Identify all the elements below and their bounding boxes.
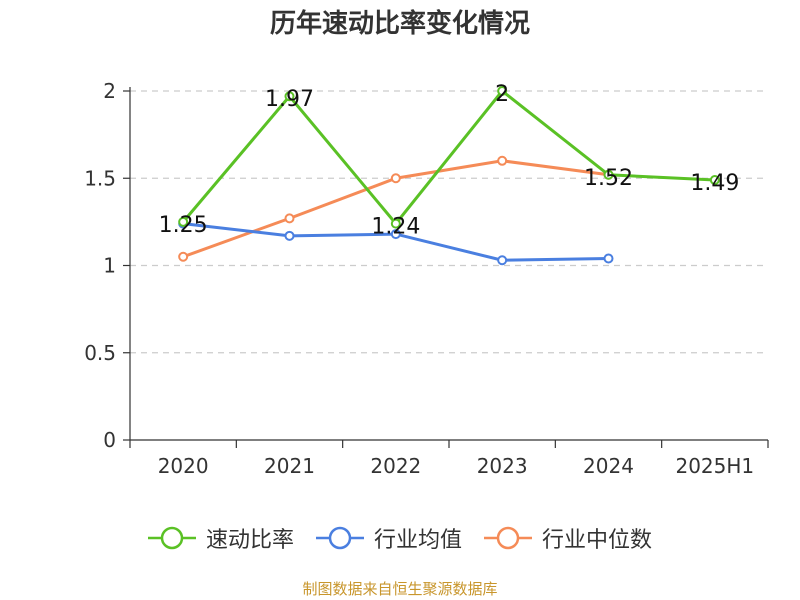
data-point: [497, 155, 508, 166]
data-point: [603, 253, 614, 264]
y-tick-label: 1: [103, 254, 116, 278]
x-tick-label: 2025H1: [675, 454, 754, 478]
data-label: 1.52: [584, 166, 633, 191]
data-label: 1.97: [265, 87, 314, 112]
x-tick-label: 2020: [158, 454, 209, 478]
y-tick-label: 1.5: [84, 166, 116, 190]
data-label: 1.24: [371, 215, 420, 240]
legend-label-industry-median: 行业中位数: [542, 528, 653, 553]
legend: 速动比率 行业均值 行业中位数: [0, 518, 800, 558]
legend-label-industry-mean: 行业均值: [373, 528, 462, 553]
data-point: [178, 251, 189, 262]
legend-swatch-quick-ratio: [147, 526, 196, 550]
data-point: [284, 91, 295, 102]
data-point: [284, 230, 295, 241]
y-tick-label: 0.5: [84, 341, 116, 365]
x-tick-label: 2024: [583, 454, 634, 478]
data-label: 1.49: [690, 171, 739, 196]
legend-swatch-industry-median: [484, 526, 532, 550]
source-note: 制图数据来自恒生聚源数据库: [302, 580, 498, 598]
data-point: [497, 255, 508, 266]
legend-item-quick-ratio[interactable]: 速动比率: [147, 522, 294, 554]
data-point: [390, 218, 401, 229]
legend-item-industry-mean[interactable]: 行业均值: [315, 522, 462, 554]
x-tick-label: 2022: [370, 454, 421, 478]
y-tick-label: 2: [103, 79, 116, 103]
series-line-0: [182, 88, 715, 226]
data-point: [709, 174, 720, 185]
legend-item-industry-median[interactable]: 行业中位数: [484, 522, 652, 554]
data-point: [178, 216, 189, 227]
x-tick-label: 2023: [477, 454, 528, 478]
data-point: [497, 86, 508, 96]
data-label: 2: [495, 82, 509, 107]
data-point: [284, 213, 295, 224]
legend-label-quick-ratio: 速动比率: [205, 528, 294, 553]
data-point: [390, 229, 401, 240]
legend-swatch-industry-mean: [315, 526, 364, 550]
data-label: 1.25: [159, 213, 208, 238]
data-point: [603, 169, 614, 180]
x-tick-label: 2021: [264, 454, 315, 478]
y-tick-label: 0: [103, 428, 116, 452]
chart-title: 历年速动比率变化情况: [269, 9, 530, 39]
data-point: [390, 173, 401, 184]
